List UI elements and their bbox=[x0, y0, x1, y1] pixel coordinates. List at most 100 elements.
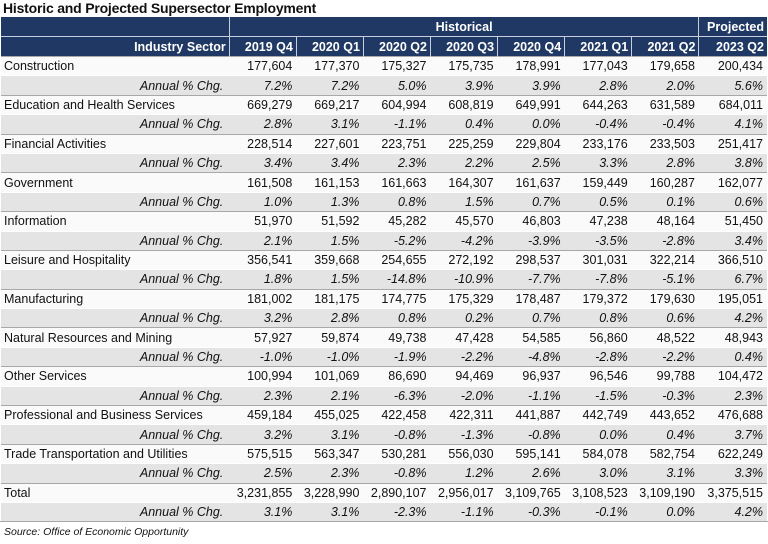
annual-change-value: 2.0% bbox=[631, 75, 699, 96]
employment-value: 47,428 bbox=[430, 327, 498, 348]
employment-value: 3,231,855 bbox=[229, 482, 297, 503]
employment-value: 178,487 bbox=[497, 288, 565, 309]
annual-change-value: -5.1% bbox=[631, 269, 699, 290]
employment-value: 48,943 bbox=[698, 327, 767, 348]
annual-change-value: 0.7% bbox=[497, 191, 565, 212]
annual-change-value: 3.4% bbox=[698, 230, 767, 251]
annual-change-value: 0.0% bbox=[497, 114, 565, 135]
annual-change-value: 0.7% bbox=[497, 308, 565, 328]
table-row-employment: Construction 177,604 177,370 175,327 175,735… bbox=[1, 55, 767, 76]
annual-change-value: 3.1% bbox=[296, 501, 364, 522]
annual-change-value: 5.0% bbox=[363, 75, 431, 96]
sector-name: Financial Activities bbox=[1, 133, 230, 154]
annual-change-value: -2.0% bbox=[430, 385, 498, 406]
table-row-employment: Natural Resources and Mining 57,927 59,874… bbox=[1, 327, 767, 348]
annual-change-value: 1.5% bbox=[296, 230, 364, 251]
employment-value: 556,030 bbox=[430, 443, 498, 464]
annual-change-value: 3.4% bbox=[229, 152, 297, 173]
employment-value: 584,078 bbox=[564, 443, 632, 464]
annual-change-value: 3.3% bbox=[564, 152, 632, 173]
employment-value: 181,002 bbox=[229, 288, 297, 309]
annual-change-value: -1.0% bbox=[229, 346, 297, 367]
employment-value: 229,804 bbox=[497, 133, 565, 154]
employment-value: 649,991 bbox=[497, 94, 565, 115]
annual-change-value: -1.9% bbox=[363, 346, 431, 367]
annual-change-value: -2.2% bbox=[631, 346, 699, 367]
annual-change-value: -1.5% bbox=[564, 385, 632, 406]
annual-change-value: -7.7% bbox=[497, 269, 565, 290]
annual-change-value: 0.6% bbox=[698, 191, 767, 212]
annual-change-value: -2.8% bbox=[564, 346, 632, 367]
annual-change-value: 2.8% bbox=[564, 75, 632, 96]
annual-change-value: -6.3% bbox=[363, 385, 431, 406]
annual-change-value: 0.8% bbox=[363, 191, 431, 212]
annual-change-label: Annual % Chg. bbox=[1, 114, 230, 135]
table-row-employment: Total 3,231,855 3,228,990 2,890,107 2,956,01… bbox=[1, 482, 767, 503]
annual-change-value: 2.3% bbox=[363, 152, 431, 173]
employment-value: 228,514 bbox=[229, 133, 297, 154]
employment-value: 161,508 bbox=[229, 172, 297, 193]
employment-value: 175,329 bbox=[430, 288, 498, 309]
header-blank bbox=[1, 17, 230, 37]
employment-value: 441,887 bbox=[497, 405, 565, 425]
projected-header: Projected bbox=[698, 17, 767, 37]
annual-change-value: 0.0% bbox=[631, 501, 699, 522]
employment-value: 359,668 bbox=[296, 249, 364, 270]
employment-value: 99,788 bbox=[631, 366, 699, 387]
employment-value: 177,604 bbox=[229, 55, 297, 76]
employment-value: 233,503 bbox=[631, 133, 699, 154]
employment-value: 530,281 bbox=[363, 443, 431, 464]
annual-change-value: 5.6% bbox=[698, 75, 767, 96]
annual-change-label: Annual % Chg. bbox=[1, 501, 230, 522]
annual-change-value: -2.3% bbox=[363, 501, 431, 522]
annual-change-value: 3.1% bbox=[631, 463, 699, 484]
employment-value: 164,307 bbox=[430, 172, 498, 193]
table-row-annual-change: Annual % Chg. -1.0% -1.0% -1.9% -2.2% -4.8% -2… bbox=[1, 346, 767, 367]
employment-value: 2,956,017 bbox=[430, 482, 498, 503]
employment-value: 46,803 bbox=[497, 211, 565, 232]
annual-change-value: -14.8% bbox=[363, 269, 431, 290]
annual-change-value: 3.1% bbox=[296, 114, 364, 135]
annual-change-label: Annual % Chg. bbox=[1, 269, 230, 290]
annual-change-value: 0.8% bbox=[363, 308, 431, 328]
employment-value: 161,637 bbox=[497, 172, 565, 193]
employment-value: 608,819 bbox=[430, 94, 498, 115]
annual-change-value: -3.5% bbox=[564, 230, 632, 251]
annual-change-value: -4.8% bbox=[497, 346, 565, 367]
employment-value: 175,735 bbox=[430, 55, 498, 76]
annual-change-value: -1.3% bbox=[430, 424, 498, 445]
employment-value: 459,184 bbox=[229, 405, 297, 425]
annual-change-value: 3.9% bbox=[430, 75, 498, 96]
sector-name: Education and Health Services bbox=[1, 94, 230, 115]
annual-change-value: -5.2% bbox=[363, 230, 431, 251]
employment-value: 51,450 bbox=[698, 211, 767, 232]
header-period-row: Industry Sector 2019 Q4 2020 Q1 2020 Q2 202… bbox=[1, 36, 767, 57]
table-row-employment: Other Services 100,994 101,069 86,690 94,469… bbox=[1, 366, 767, 387]
table-row-annual-change: Annual % Chg. 3.1% 3.1% -2.3% -1.1% -0.3% -0.1… bbox=[1, 501, 767, 522]
employment-value: 366,510 bbox=[698, 249, 767, 270]
employment-value: 54,585 bbox=[497, 327, 565, 348]
employment-value: 160,287 bbox=[631, 172, 699, 193]
employment-value: 96,546 bbox=[564, 366, 632, 387]
employment-value: 476,688 bbox=[698, 405, 767, 425]
employment-value: 100,994 bbox=[229, 366, 297, 387]
employment-value: 174,775 bbox=[363, 288, 431, 309]
employment-table: Historical Projected Industry Sector 201… bbox=[1, 17, 767, 522]
annual-change-value: 3.2% bbox=[229, 308, 297, 328]
annual-change-value: 6.7% bbox=[698, 269, 767, 290]
annual-change-value: 1.8% bbox=[229, 269, 297, 290]
table-row-annual-change: Annual % Chg. 1.0% 1.3% 0.8% 1.5% 0.7% 0.5% 0.1… bbox=[1, 191, 767, 212]
table-row-annual-change: Annual % Chg. 3.2% 3.1% -0.8% -1.3% -0.8% 0.0%… bbox=[1, 424, 767, 445]
annual-change-value: 0.4% bbox=[430, 114, 498, 135]
annual-change-value: 3.9% bbox=[497, 75, 565, 96]
annual-change-value: 0.4% bbox=[631, 424, 699, 445]
employment-value: 177,043 bbox=[564, 55, 632, 76]
annual-change-value: -0.4% bbox=[564, 114, 632, 135]
sector-name: Information bbox=[1, 211, 230, 232]
annual-change-label: Annual % Chg. bbox=[1, 424, 230, 445]
annual-change-value: 1.5% bbox=[430, 191, 498, 212]
annual-change-value: -1.1% bbox=[497, 385, 565, 406]
employment-value: 563,347 bbox=[296, 443, 364, 464]
employment-value: 162,077 bbox=[698, 172, 767, 193]
employment-value: 272,192 bbox=[430, 249, 498, 270]
